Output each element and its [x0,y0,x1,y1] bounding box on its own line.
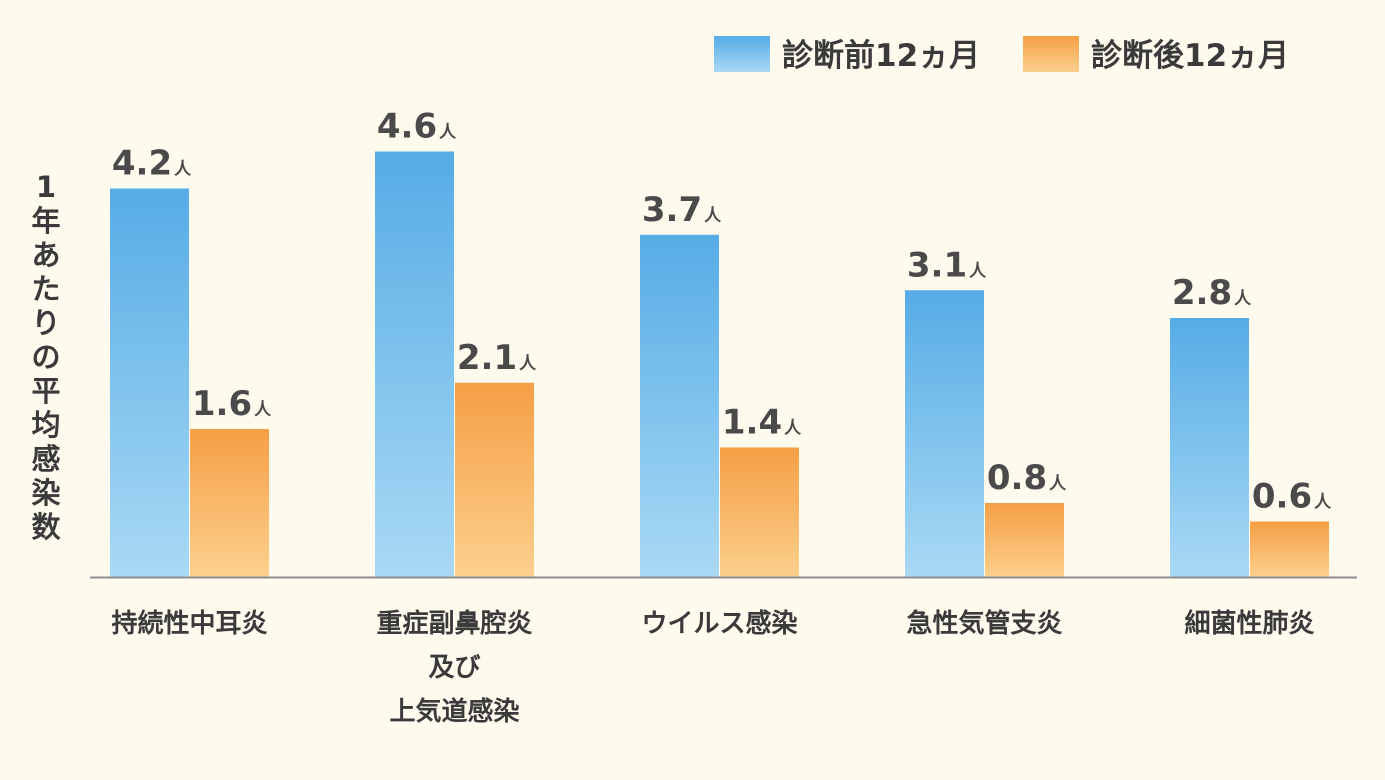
y-axis-label-char: の [31,340,60,374]
bar-value-label: 0.8 人 [987,458,1067,498]
bar-value-label: 1.4 人 [722,403,802,443]
legend-label-after: 診断後12ヵ月 [1091,38,1289,74]
bar-before-2 [640,234,719,577]
bar-before-4 [1170,318,1249,577]
bar-value-label: 0.6 人 [1252,477,1332,517]
bar-after-3 [985,503,1064,577]
y-axis-label-char: 染 [31,476,60,510]
y-axis-label-char: あ [31,238,60,272]
bar-before-0 [110,188,189,577]
bar-value-label: 1.6 人 [192,384,272,424]
bar-value-label: 3.7 人 [642,190,722,230]
bar-after-4 [1250,521,1329,577]
bar-value-label: 2.8 人 [1172,273,1252,313]
bar-before-3 [905,290,984,577]
value-labels-layer: 4.2 人 1.6 人 4.6 人 2.1 人 3.7 人 1.4 人 3.1 人 0.8 人 2.8 人 0.6 人 [112,107,1332,517]
y-axis-label-char: 均 [31,408,60,442]
category-label: 上気道感染 [389,696,519,727]
bar-after-0 [190,429,269,577]
bar-after-1 [455,382,534,577]
y-axis-label-char: り [31,306,60,340]
y-axis-label-char: 1 [36,170,56,204]
bar-value-label: 4.2 人 [112,144,192,184]
legend-label-before: 診断前12ヵ月 [782,38,980,74]
bar-value-label: 3.1 人 [907,245,987,285]
y-axis-label-char: 数 [31,510,61,544]
y-axis-label-char: 年 [31,204,60,238]
legend-swatch-before [714,36,770,72]
bar-value-label: 2.1 人 [457,338,537,378]
y-axis-label-char: 平 [31,374,60,408]
bar-before-1 [375,151,454,577]
y-axis-label-char: た [31,272,60,306]
category-label: 及び [428,653,480,683]
category-label: 重症副鼻腔炎 [376,608,532,639]
legend: 診断前12ヵ月 診断後12ヵ月 [714,36,1289,74]
bars-layer [110,151,1329,577]
category-label: ウイルス感染 [641,609,797,639]
y-axis-label-char: 感 [31,442,60,476]
bar-value-label: 4.6 人 [377,107,457,147]
legend-swatch-after [1023,36,1079,72]
bar-after-2 [720,447,799,577]
category-label: 細菌性肺炎 [1184,609,1314,639]
category-label: 急性気管支炎 [906,608,1062,639]
category-label: 持続性中耳炎 [111,608,267,639]
